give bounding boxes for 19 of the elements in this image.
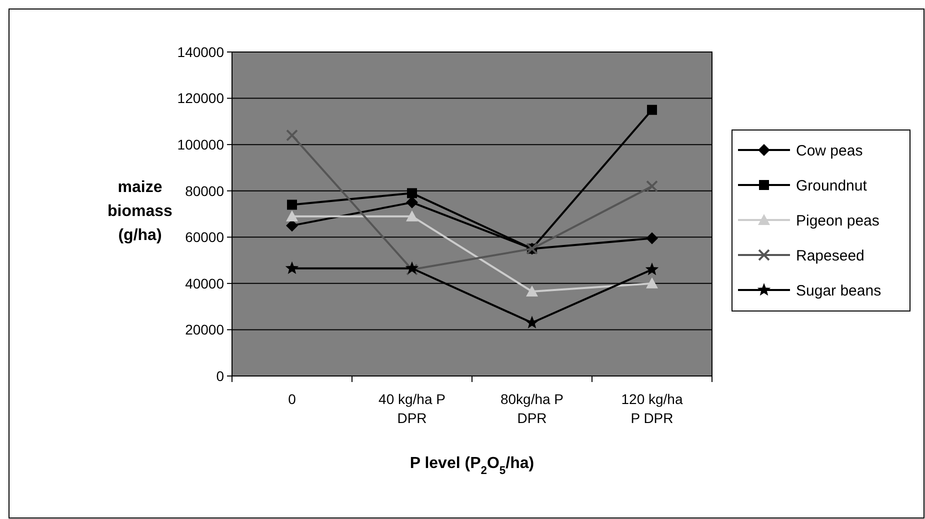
y-tick-label: 60000: [185, 229, 224, 246]
x-tick-label: 0: [288, 391, 296, 407]
y-tick-label: 100000: [177, 136, 224, 152]
x-axis-title: P level (P$_{2}$O$_{5}$/ha): [410, 455, 534, 477]
legend-label: Pigeon peas: [796, 212, 880, 230]
legend-label: Sugar beans: [796, 282, 882, 300]
y-tick-label: 20000: [185, 322, 224, 338]
y-axis-title: maize biomass (g/ha): [108, 179, 173, 244]
x-tick-label: 40 kg/ha P DPR: [378, 391, 446, 426]
y-tick-label: 0: [216, 368, 224, 384]
x-tick-label: 80kg/ha P DPR: [500, 391, 564, 426]
y-tick-label: 120000: [177, 90, 224, 106]
x-tick-label: 120 kg/ha P DPR: [621, 391, 683, 426]
y-tick-label: 40000: [185, 275, 224, 292]
legend-label: Groundnut: [796, 177, 868, 194]
y-tick-label: 140000: [177, 44, 224, 60]
y-tick-label: 80000: [185, 182, 224, 199]
legend-label: Cow peas: [796, 142, 863, 160]
legend-label: Rapeseed: [796, 247, 864, 264]
